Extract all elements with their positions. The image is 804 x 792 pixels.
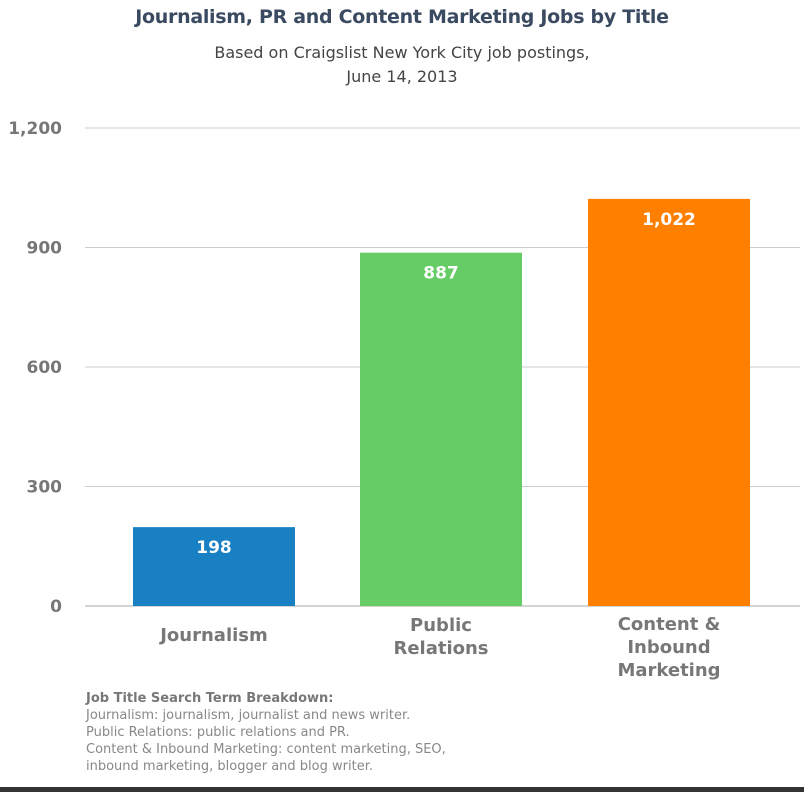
y-tick-label: 1,200 bbox=[8, 119, 62, 139]
x-tick-label: Inbound bbox=[627, 637, 710, 658]
chart-subtitle: Based on Craigslist New York City job po… bbox=[0, 41, 804, 89]
data-label: 887 bbox=[423, 264, 459, 284]
x-tick-label: Relations bbox=[393, 638, 488, 659]
y-tick-label: 300 bbox=[27, 478, 63, 498]
chart-title: Journalism, PR and Content Marketing Job… bbox=[135, 6, 669, 28]
y-tick-label: 900 bbox=[27, 239, 63, 259]
search-term-notes: Job Title Search Term Breakdown: Journal… bbox=[86, 690, 446, 775]
x-tick-label: Content & bbox=[618, 614, 721, 635]
y-tick-label: 600 bbox=[27, 358, 63, 378]
subtitle-line: Based on Craigslist New York City job po… bbox=[214, 43, 590, 62]
x-tick-label: Public bbox=[410, 615, 472, 636]
bar bbox=[133, 527, 295, 606]
bar bbox=[360, 252, 522, 606]
notes-line: Content & Inbound Marketing: content mar… bbox=[86, 742, 446, 757]
x-tick-label: Marketing bbox=[617, 660, 720, 681]
notes-line: inbound marketing, blogger and blog writ… bbox=[86, 759, 373, 774]
y-tick-label: 0 bbox=[50, 597, 62, 617]
notes-heading: Job Title Search Term Breakdown: bbox=[86, 691, 334, 706]
bar bbox=[588, 198, 750, 607]
notes-line: Public Relations: public relations and P… bbox=[86, 725, 350, 740]
data-label: 198 bbox=[196, 538, 232, 558]
bottom-border bbox=[0, 787, 804, 792]
notes-line: Journalism: journalism, journalist and n… bbox=[86, 708, 411, 723]
data-label: 1,022 bbox=[642, 210, 696, 230]
x-tick-label: Journalism bbox=[158, 625, 268, 646]
subtitle-line: June 14, 2013 bbox=[346, 67, 458, 86]
